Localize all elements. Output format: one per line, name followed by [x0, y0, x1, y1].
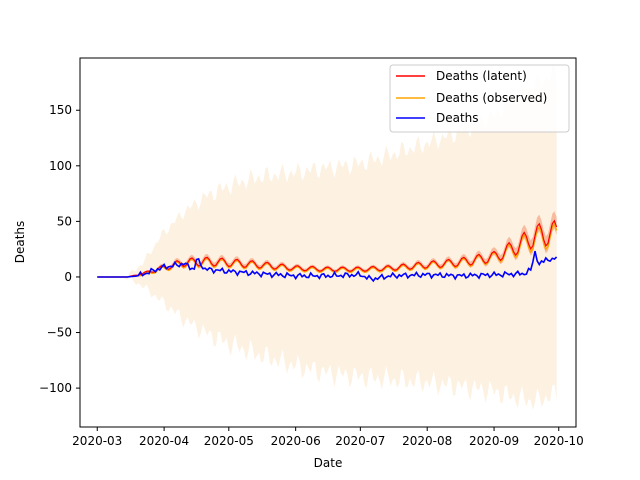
legend-label-observed: Deaths (observed) — [436, 91, 547, 105]
y-tick-label: 0 — [64, 270, 72, 284]
y-tick-label: 100 — [49, 159, 72, 173]
plot-area — [97, 64, 558, 410]
legend-label-deaths: Deaths — [436, 111, 479, 125]
x-tick-label: 2020-08 — [402, 434, 452, 448]
y-axis: −100 −50 0 50 100 150 — [39, 103, 80, 395]
legend: Deaths (latent) Deaths (observed) Deaths — [389, 64, 570, 133]
x-axis-label: Date — [314, 456, 343, 470]
series-line-deaths — [97, 250, 558, 283]
x-tick-label: 2020-10 — [534, 434, 584, 448]
axes-frame — [79, 57, 577, 428]
x-tick-label: 2020-07 — [335, 434, 385, 448]
x-tick-label: 2020-09 — [469, 434, 519, 448]
x-tick-label: 2020-06 — [271, 434, 321, 448]
observed-band — [97, 64, 557, 410]
y-tick-label: 150 — [49, 103, 72, 117]
y-tick-label: −100 — [39, 381, 72, 395]
legend-label-latent: Deaths (latent) — [436, 69, 527, 83]
x-tick-label: 2020-03 — [72, 434, 122, 448]
x-tick-label: 2020-04 — [139, 434, 189, 448]
x-tick-label: 2020-05 — [204, 434, 254, 448]
y-axis-label: Deaths — [13, 221, 27, 264]
y-tick-label: 50 — [57, 214, 72, 228]
x-axis: 2020-03 2020-04 2020-05 2020-06 2020-07 2020-… — [72, 427, 584, 448]
y-tick-label: −50 — [47, 326, 72, 340]
legend-box — [389, 64, 570, 133]
